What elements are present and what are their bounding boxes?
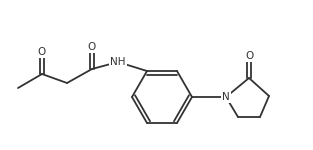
Text: NH: NH (110, 57, 126, 67)
Text: O: O (245, 51, 253, 61)
Text: O: O (88, 42, 96, 52)
Text: N: N (222, 92, 230, 102)
Text: O: O (38, 47, 46, 57)
